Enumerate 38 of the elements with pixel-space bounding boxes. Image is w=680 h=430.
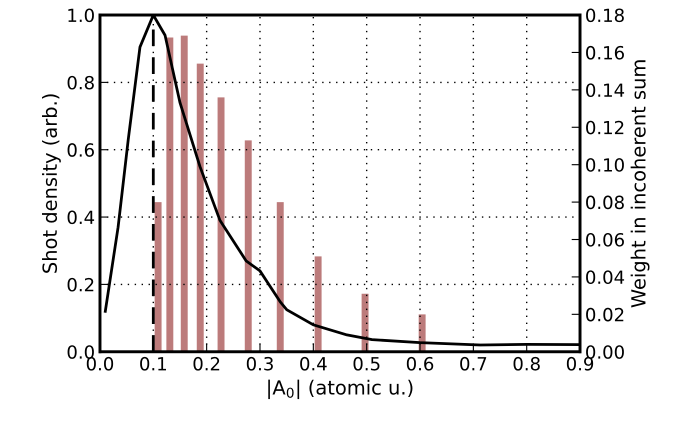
y2-tick-label: 0.06	[586, 232, 624, 247]
y2-tick-label: 0.04	[586, 270, 624, 284]
y2-tick-label: 0.18	[586, 8, 624, 22]
x-tick-label: 0.7	[460, 356, 486, 371]
x-tick-label: 0.9	[566, 356, 594, 371]
x-tick-label: 0.6	[406, 356, 434, 371]
y-tick-label: 0.0	[68, 345, 94, 359]
y-axis-title: Shot density (arb.)	[42, 94, 61, 273]
bar	[154, 202, 162, 352]
bar	[166, 37, 174, 352]
y-tick-label: 0.4	[68, 210, 94, 224]
bar	[218, 97, 225, 352]
x-tick-label: 0.2	[193, 356, 220, 371]
x-tick-label: 0.4	[300, 356, 327, 371]
y2-tick-label: 0.10	[586, 158, 624, 172]
bar	[276, 202, 284, 352]
y2-tick-label: 0.08	[586, 196, 624, 210]
bar	[196, 64, 204, 352]
y-tick-label: 1.0	[68, 8, 94, 22]
y2-tick-label: 0.00	[586, 345, 624, 359]
bar	[180, 36, 188, 352]
x-tick-label: 0.3	[246, 356, 273, 371]
y2-tick-label: 0.02	[586, 308, 624, 322]
x-axis-title: |A$_{0}$| (atomic u.)	[268, 380, 412, 400]
y2-tick-label: 0.14	[586, 83, 624, 97]
y2-tick-label: 0.16	[586, 46, 624, 60]
x-tick-label: 0.5	[354, 356, 380, 371]
bar	[244, 140, 252, 352]
y-tick-label: 0.6	[68, 143, 94, 157]
y-tick-label: 0.2	[68, 278, 94, 292]
x-tick-label: 0.0	[86, 356, 114, 371]
bar	[362, 294, 369, 352]
x-tick-label: 0.1	[140, 356, 166, 371]
y2-tick-label: 0.12	[586, 120, 624, 134]
y-tick-label: 0.8	[68, 76, 94, 90]
y2-axis-title: Weight in incoherent sum	[630, 60, 650, 308]
x-tick-label: 0.8	[514, 356, 540, 371]
bar	[314, 256, 322, 352]
